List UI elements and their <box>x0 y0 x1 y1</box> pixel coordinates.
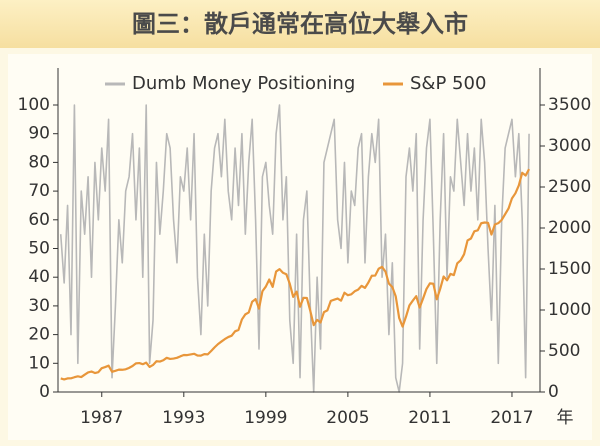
title-band <box>0 0 600 48</box>
chart-title: 圖三：散戶通常在高位大舉入市 <box>132 10 468 38</box>
y-tick-label: 20 <box>28 325 50 345</box>
y-tick-label: 0 <box>39 382 50 402</box>
y-tick-label: 100 <box>18 95 50 115</box>
y-tick-label: 40 <box>28 267 50 287</box>
y-tick-label: 30 <box>28 296 50 316</box>
x-tick-label: 2017 <box>490 408 533 428</box>
plot-panel <box>8 54 592 440</box>
y2-tick-label: 1000 <box>548 300 591 320</box>
y-tick-label: 50 <box>28 239 50 259</box>
y-tick-label: 60 <box>28 210 50 230</box>
y2-tick-label: 2000 <box>548 218 591 238</box>
y2-tick-label: 3500 <box>548 95 591 115</box>
legend-label: Dumb Money Positioning <box>132 73 355 94</box>
x-axis-unit: 年 <box>557 408 574 428</box>
x-tick-label: 1999 <box>244 408 287 428</box>
x-tick-label: 1987 <box>80 408 123 428</box>
legend-label: S&P 500 <box>410 73 486 94</box>
y2-tick-label: 0 <box>548 382 559 402</box>
x-tick-label: 2011 <box>408 408 451 428</box>
x-tick-label: 1993 <box>162 408 205 428</box>
y-tick-label: 70 <box>28 181 50 201</box>
y2-tick-label: 500 <box>548 341 580 361</box>
y2-tick-label: 2500 <box>548 177 591 197</box>
y2-tick-label: 3000 <box>548 136 591 156</box>
series-line <box>60 168 531 381</box>
x-tick-label: 2005 <box>326 408 369 428</box>
series-line <box>59 104 530 393</box>
y-tick-label: 90 <box>28 124 50 144</box>
y2-tick-label: 1500 <box>548 259 591 279</box>
y-tick-label: 80 <box>28 152 50 172</box>
y-tick-label: 10 <box>28 353 50 373</box>
